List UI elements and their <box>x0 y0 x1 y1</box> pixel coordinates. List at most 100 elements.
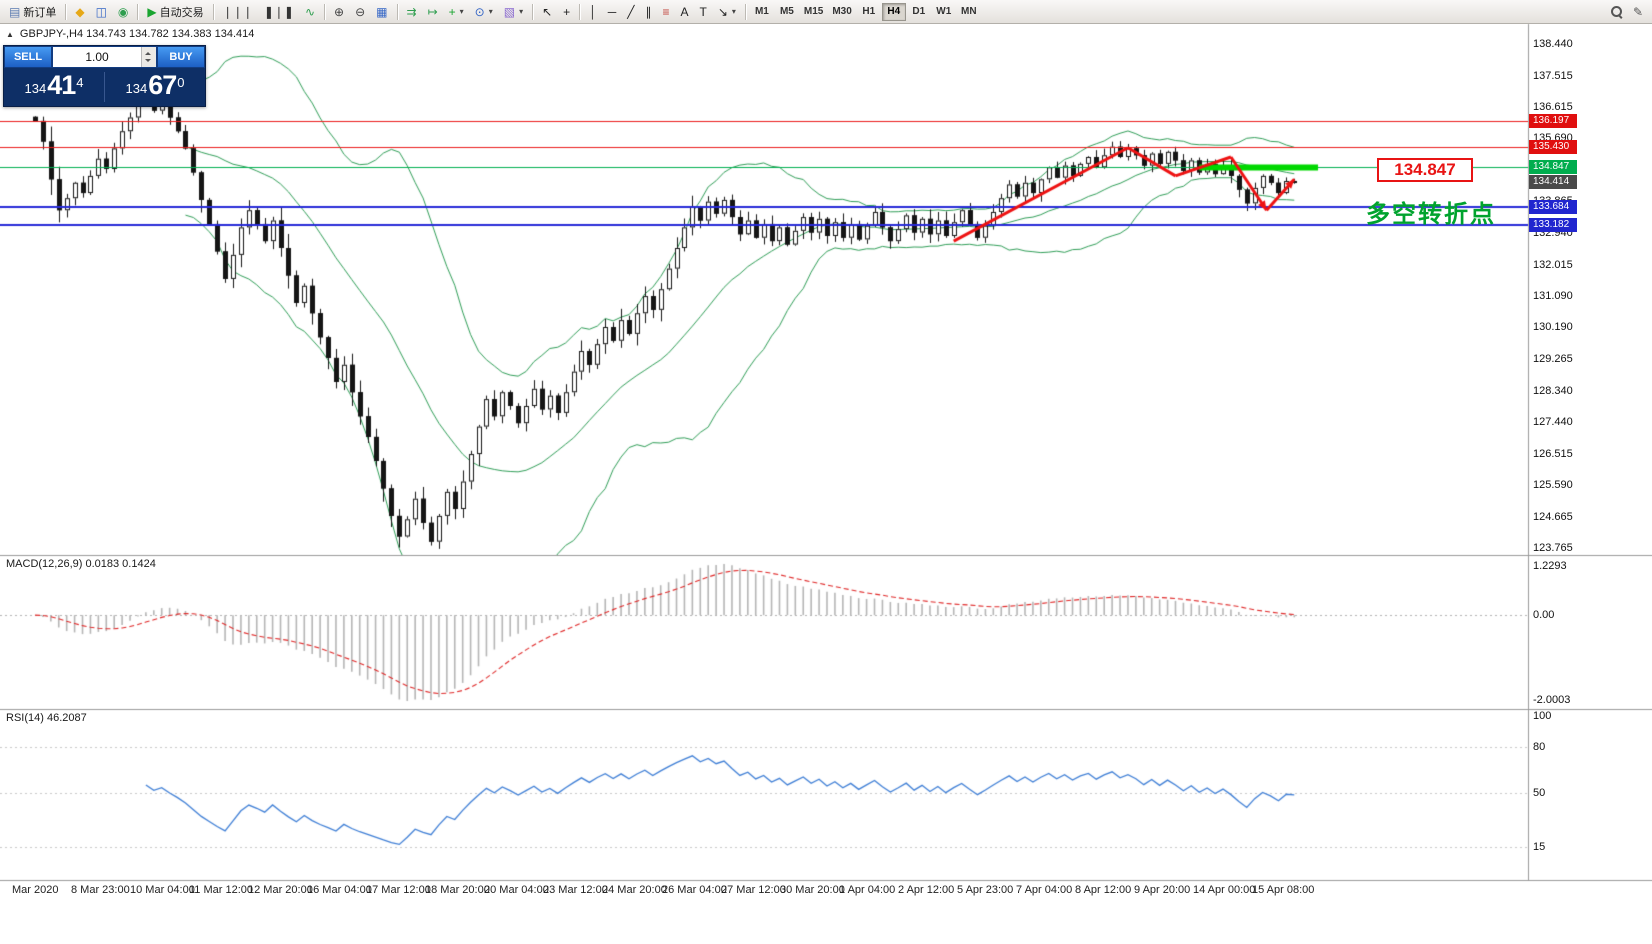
metaeditor-button[interactable]: ◆ <box>70 2 89 22</box>
horizontal-line-icon: ─ <box>607 4 617 19</box>
chart-bars-button[interactable]: ❘❘❘ <box>218 2 258 22</box>
equidistant-channel-button[interactable]: ∥ <box>640 2 656 22</box>
text-label-button[interactable]: T <box>694 2 711 22</box>
vertical-line-button[interactable]: │ <box>584 2 602 22</box>
main-toolbar: ▤ 新订单 ◆ ◫ ◉ ▶ 自动交易 ❘❘❘ ❚❘❚ ∿ ⊕ ⊖ ▦ ⇉ ↦ + ▾ ⊙ ▾ ▧ ▾ ↖ + │ ─ ╱ ∥ ≡ A T ↘… <box>0 0 1652 24</box>
periods-button[interactable]: ⊙ ▾ <box>470 2 498 22</box>
dropdown-caret-icon: ▾ <box>488 7 493 16</box>
equidistant-channel-icon: ∥ <box>645 4 652 19</box>
buy-price-sup: 0 <box>177 74 185 90</box>
crosshair-button[interactable]: + <box>558 2 575 22</box>
quick-edit-button[interactable]: ✎ <box>1628 2 1648 22</box>
time-axis-label: 8 Mar 23:00 <box>71 884 130 896</box>
macd-scale-label: -2.0003 <box>1533 694 1571 706</box>
buy-price-prefix: 134 <box>125 80 148 96</box>
price-axis-label: 136.615 <box>1533 101 1573 113</box>
collapse-panel-icon[interactable]: ▲ <box>6 29 14 39</box>
time-axis-label: 9 Apr 20:00 <box>1134 884 1191 896</box>
timeframe-m15-button[interactable]: M15 <box>800 3 827 21</box>
price-axis-label: 131.090 <box>1533 290 1573 302</box>
text-icon: A <box>680 4 689 19</box>
tile-windows-button[interactable]: ▦ <box>371 2 392 22</box>
text-label-icon: T <box>699 4 707 19</box>
volume-value[interactable]: 1.00 <box>85 50 109 64</box>
price-tag[interactable]: 134.414 <box>1529 175 1577 189</box>
time-axis-label: 17 Mar 12:00 <box>366 884 431 896</box>
volume-down-icon[interactable] <box>142 57 156 67</box>
toolbar-separator <box>324 3 326 20</box>
fibonacci-icon: ≡ <box>662 4 670 19</box>
buy-price[interactable]: 134 67 0 <box>105 71 205 103</box>
price-tag[interactable]: 133.684 <box>1529 200 1577 214</box>
timeframe-m1-button[interactable]: M1 <box>750 3 774 21</box>
price-tag[interactable]: 133.182 <box>1529 218 1577 232</box>
new-order-button[interactable]: ▤ 新订单 <box>4 2 61 22</box>
time-axis-label: 24 Mar 20:00 <box>602 884 667 896</box>
timeframe-d1-button[interactable]: D1 <box>907 3 931 21</box>
text-button[interactable]: A <box>675 2 693 22</box>
rsi-scale-label: 100 <box>1533 710 1552 722</box>
sell-price-sup: 4 <box>76 74 84 90</box>
templates-button[interactable]: ▧ ▾ <box>499 2 528 22</box>
tile-windows-icon: ▦ <box>376 4 388 19</box>
sell-button[interactable]: SELL <box>4 46 52 68</box>
time-axis-label: Mar 2020 <box>12 884 59 896</box>
horizontal-line-button[interactable]: ─ <box>603 2 622 22</box>
chart-line-button[interactable]: ∿ <box>300 2 320 22</box>
timeframe-m5-button[interactable]: M5 <box>775 3 799 21</box>
price-tag[interactable]: 135.430 <box>1529 140 1577 154</box>
timeframe-w1-button[interactable]: W1 <box>932 3 956 21</box>
timeframe-m30-button[interactable]: M30 <box>828 3 855 21</box>
time-axis-label: 16 Mar 04:00 <box>307 884 372 896</box>
volume-spinner[interactable] <box>141 47 156 67</box>
price-axis-label: 138.440 <box>1533 38 1573 50</box>
timeframe-h1-button[interactable]: H1 <box>857 3 881 21</box>
symbol-ohlc-line: ▲ GBPJPY-,H4 134.743 134.782 134.383 134… <box>6 28 254 40</box>
macd-indicator-label: MACD(12,26,9) 0.0183 0.1424 <box>6 558 156 570</box>
search-icon <box>1610 5 1623 18</box>
cursor-button[interactable]: ↖ <box>537 2 557 22</box>
time-axis-label: 14 Apr 00:00 <box>1193 884 1256 896</box>
chart-shift-icon: ↦ <box>427 4 438 19</box>
chart-candles-button[interactable]: ❚❘❚ <box>259 2 299 22</box>
templates-icon: ▧ <box>503 4 516 19</box>
time-axis-label: 12 Mar 20:00 <box>248 884 313 896</box>
price-axis-label: 128.340 <box>1533 385 1573 397</box>
macd-scale-label: 0.00 <box>1533 609 1555 621</box>
timeframe-mn-button[interactable]: MN <box>957 3 981 21</box>
sell-price-big: 41 <box>47 69 76 100</box>
trendline-button[interactable]: ╱ <box>622 2 639 22</box>
time-axis-label: 2 Apr 12:00 <box>898 884 955 896</box>
quick-edit-icon: ✎ <box>1632 4 1643 19</box>
market-watch-button[interactable]: ◫ <box>91 2 112 22</box>
price-axis-label: 127.440 <box>1533 416 1573 428</box>
chart-line-icon: ∿ <box>304 4 316 19</box>
arrow-tools-button[interactable]: ↘ ▾ <box>713 2 741 22</box>
new-order-label: 新订单 <box>23 6 57 19</box>
toolbar-right-group: ✎ <box>1605 2 1648 22</box>
rsi-scale-label: 50 <box>1533 787 1546 799</box>
zoom-in-button[interactable]: ⊕ <box>329 2 349 22</box>
price-tag[interactable]: 136.197 <box>1529 114 1577 128</box>
sell-price[interactable]: 134 41 4 <box>4 69 104 103</box>
autotrading-button[interactable]: ▶ 自动交易 <box>142 2 208 22</box>
zoom-out-button[interactable]: ⊖ <box>350 2 370 22</box>
strategy-tester-button[interactable]: ◉ <box>113 2 133 22</box>
volume-input[interactable]: 1.00 <box>52 46 157 68</box>
dropdown-caret-icon: ▾ <box>519 7 524 16</box>
fibonacci-button[interactable]: ≡ <box>657 2 674 22</box>
buy-button[interactable]: BUY <box>157 46 205 68</box>
price-tag[interactable]: 134.847 <box>1529 160 1577 174</box>
volume-up-icon[interactable] <box>142 47 156 57</box>
one-click-trade-panel: SELL 1.00 BUY 134 41 4 134 67 0 <box>3 45 206 107</box>
autotrading-icon: ▶ <box>147 4 157 19</box>
chart-shift-button[interactable]: ↦ <box>423 2 443 22</box>
toolbar-separator <box>744 3 746 20</box>
crosshair-icon: + <box>563 4 571 19</box>
dropdown-caret-icon: ▾ <box>731 7 736 16</box>
quick-search-button[interactable] <box>1605 2 1628 22</box>
indicators-list-button[interactable]: + ▾ <box>444 2 469 22</box>
auto-scroll-button[interactable]: ⇉ <box>402 2 422 22</box>
timeframe-h4-button[interactable]: H4 <box>881 2 906 21</box>
